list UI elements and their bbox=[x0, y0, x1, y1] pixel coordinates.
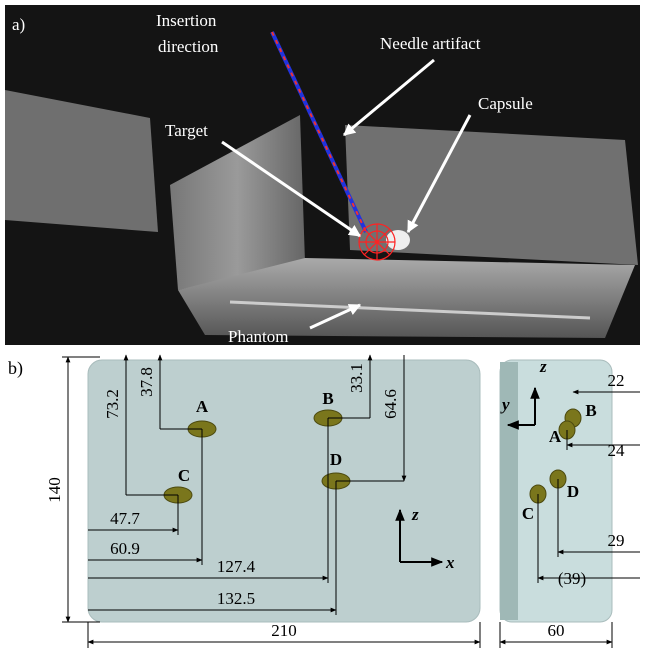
panel-label: b) bbox=[8, 358, 23, 379]
dimension-label: 24 bbox=[608, 441, 626, 460]
dimension-label: 22 bbox=[608, 371, 625, 390]
point-label: B bbox=[322, 389, 333, 408]
target-wireframe bbox=[359, 224, 395, 260]
annotation: Target bbox=[165, 121, 208, 140]
dimension-label: 73.2 bbox=[103, 389, 122, 419]
axis-label: x bbox=[445, 553, 455, 572]
annotation: Capsule bbox=[478, 94, 533, 113]
dimension-label: 29 bbox=[608, 531, 625, 550]
dimension-label: 60.9 bbox=[110, 539, 140, 558]
point-label: D bbox=[330, 450, 342, 469]
dimension-label: (39) bbox=[558, 569, 586, 588]
point-label: A bbox=[549, 427, 562, 446]
dimension-label: 37.8 bbox=[137, 367, 156, 397]
point-label: C bbox=[522, 504, 534, 523]
annotation: Needle artifact bbox=[380, 34, 481, 53]
capsule-blob bbox=[386, 230, 410, 250]
point-label: C bbox=[178, 466, 190, 485]
point-label: B bbox=[585, 401, 596, 420]
mri-panel: a) Insertion direction Needle artifact C… bbox=[5, 5, 640, 346]
dimension-label: 132.5 bbox=[217, 589, 255, 608]
panel-label: a) bbox=[12, 15, 25, 34]
annotation: Phantom bbox=[228, 327, 288, 346]
dimension-label: 47.7 bbox=[110, 509, 140, 528]
axis-label: z bbox=[539, 357, 547, 376]
dimension-label: 210 bbox=[271, 621, 297, 640]
dimension-label: 127.4 bbox=[217, 557, 256, 576]
dimension-label: 64.6 bbox=[381, 389, 400, 419]
annotation: Insertion bbox=[156, 11, 217, 30]
figure: a) Insertion direction Needle artifact C… bbox=[0, 0, 645, 652]
dimension-label: 140 bbox=[45, 477, 64, 503]
dimension-label: 33.1 bbox=[347, 363, 366, 393]
axis-label: z bbox=[411, 505, 419, 524]
front-view-phantom bbox=[88, 360, 480, 622]
dimension-label: 60 bbox=[548, 621, 565, 640]
annotation: direction bbox=[158, 37, 219, 56]
point-label: A bbox=[196, 397, 209, 416]
point-label: D bbox=[567, 482, 579, 501]
axis-label: y bbox=[500, 395, 510, 414]
